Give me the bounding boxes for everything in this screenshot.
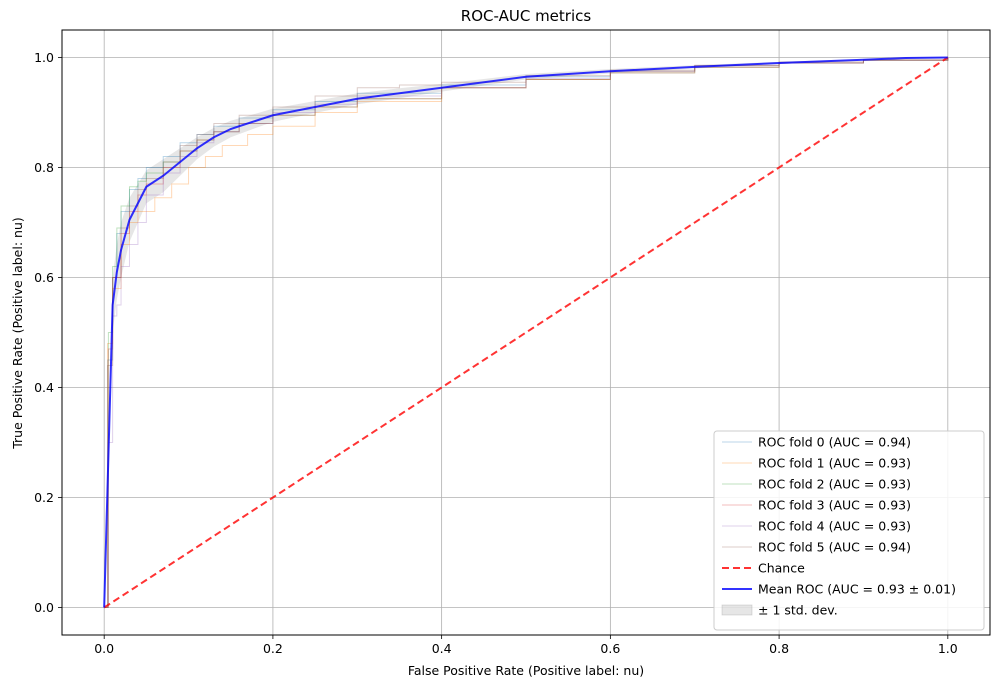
legend-entry-label: ± 1 std. dev. [758, 603, 838, 618]
legend-entry-label: ROC fold 4 (AUC = 0.93) [758, 519, 911, 534]
legend-entry-label: ROC fold 3 (AUC = 0.93) [758, 498, 911, 513]
legend-swatch [721, 604, 753, 616]
x-axis-label: False Positive Rate (Positive label: nu) [408, 663, 644, 678]
legend-entry-label: Mean ROC (AUC = 0.93 ± 0.01) [758, 582, 956, 597]
legend-entry-label: ROC fold 1 (AUC = 0.93) [758, 456, 911, 471]
chart-title: ROC-AUC metrics [461, 7, 592, 25]
grid-lines [62, 30, 990, 635]
legend-box [713, 430, 985, 631]
y-tick-label: 0.6 [34, 270, 54, 285]
roc-fold-line-2 [104, 57, 949, 608]
legend-entry-label: ROC fold 0 (AUC = 0.94) [758, 435, 911, 450]
y-tick-label: 0.8 [34, 160, 54, 175]
y-axis-label: True Positive Rate (Positive label: nu) [10, 217, 25, 450]
x-tick-label: 0.2 [263, 641, 283, 656]
legend-entry-label: Chance [758, 561, 805, 576]
roc-fold-line-0 [104, 57, 949, 608]
chance-line [103, 56, 949, 609]
legend-entry-label: ROC fold 2 (AUC = 0.93) [758, 477, 911, 492]
plot-frame [61, 29, 991, 636]
x-tick-label: 1.0 [938, 641, 958, 656]
y-tick-label: 0.4 [34, 380, 54, 395]
roc-fold-line-3 [104, 57, 949, 608]
y-tick-label: 0.0 [34, 600, 54, 615]
legend: ROC fold 0 (AUC = 0.94) ROC fold 1 (AUC =… [713, 430, 985, 631]
x-tick-label: 0.0 [94, 641, 114, 656]
y-tick-label: 0.2 [34, 490, 54, 505]
mean-roc-line [103, 56, 948, 608]
series-layer [103, 56, 949, 609]
x-tick-label: 0.8 [769, 641, 789, 656]
x-tick-label: 0.6 [600, 641, 620, 656]
roc-fold-line-1 [104, 57, 949, 608]
x-tick-label: 0.4 [432, 641, 452, 656]
legend-entry-label: ROC fold 5 (AUC = 0.94) [758, 540, 911, 555]
y-tick-label: 1.0 [34, 50, 54, 65]
axis-ticks: 0.0 0.0 0.2 0.2 0.4 0.4 0.6 0.6 0.8 0.8 1.0 1.0 [34, 50, 958, 656]
roc-fold-line-4 [104, 57, 949, 608]
